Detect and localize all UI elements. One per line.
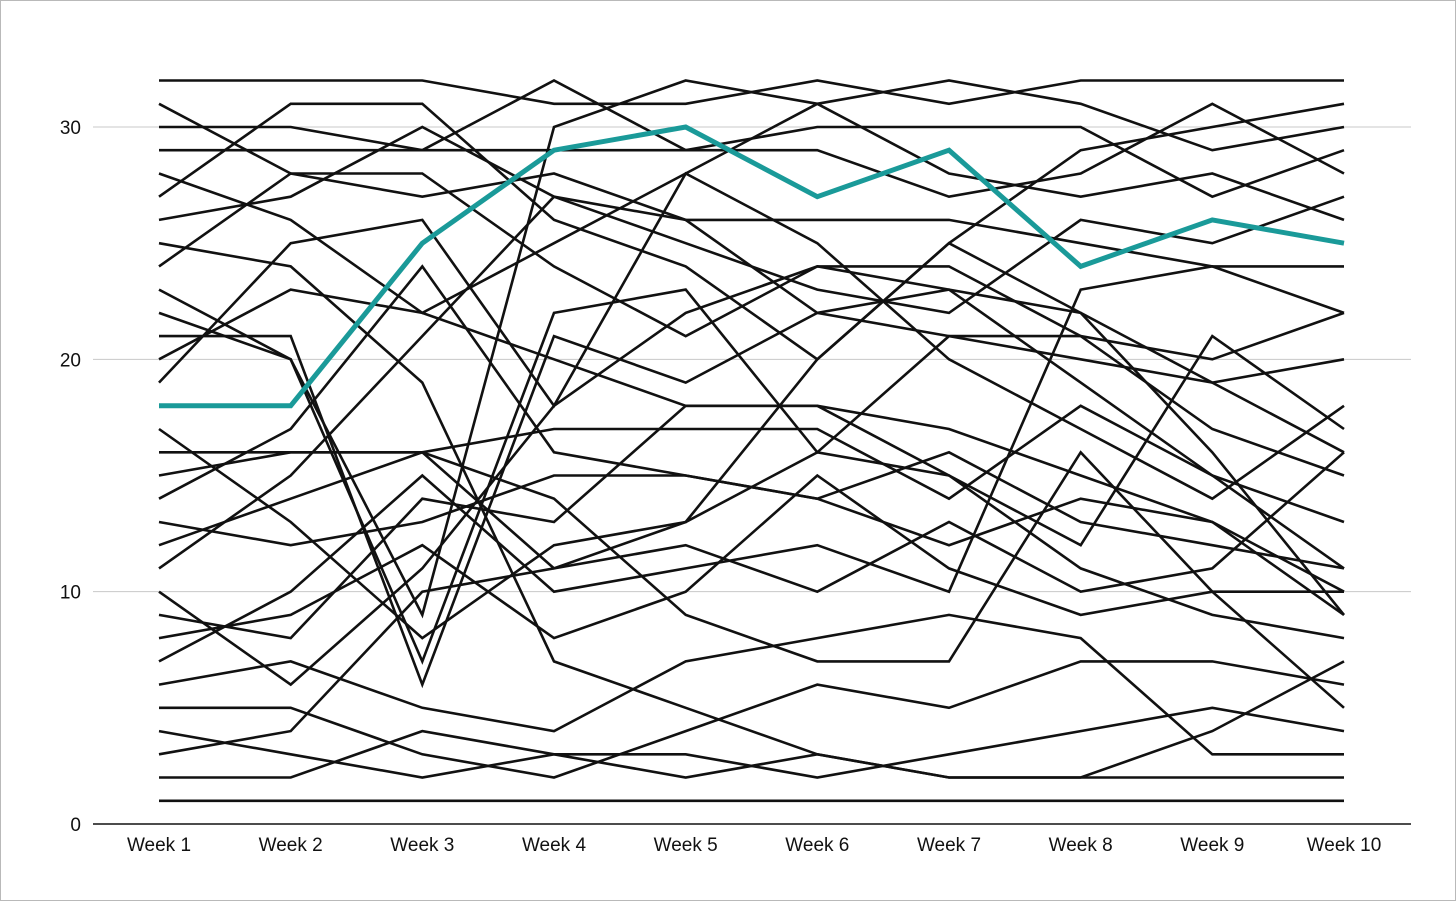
series-line [158, 450, 1345, 756]
x-tick-label: Week 6 [785, 835, 849, 856]
series-line [159, 660, 1345, 779]
series-line [159, 660, 1345, 779]
highlighted-series-line [159, 124, 1345, 409]
series-line [158, 102, 1345, 361]
x-tick-label: Week 9 [1180, 835, 1244, 856]
series-line [158, 102, 1344, 268]
series-line [158, 171, 1345, 501]
series-line [158, 450, 1345, 709]
series-lines [158, 79, 1346, 803]
series-line [158, 241, 1344, 779]
series-line [158, 404, 1345, 640]
x-tick-label: Week 2 [259, 835, 323, 856]
x-tick-label: Week 7 [917, 835, 981, 856]
series-line [158, 79, 1345, 619]
series-line [158, 265, 1345, 687]
x-tick-label: Week 3 [390, 835, 454, 856]
y-tick-label: 20 [60, 350, 81, 371]
x-tick-labels: Week 1 Week 2 Week 3 Week 4 Week 5 Week 6 Week… [127, 835, 1381, 856]
series-line [158, 265, 1345, 663]
gridlines [93, 126, 1411, 593]
series-line [158, 404, 1345, 570]
x-tick-label: Week 1 [127, 835, 191, 856]
y-tick-labels: 0 10 20 30 [60, 118, 81, 836]
x-tick-label: Week 10 [1307, 835, 1382, 856]
x-tick-label: Week 5 [654, 835, 718, 856]
y-tick-label: 30 [60, 118, 81, 139]
series-line [158, 79, 1345, 315]
y-tick-label: 0 [70, 815, 81, 836]
series-line [158, 613, 1344, 756]
x-tick-label: Week 8 [1049, 835, 1113, 856]
series-line [158, 195, 1345, 570]
series-line [158, 473, 1344, 640]
highlight-series [159, 124, 1345, 409]
series-line [159, 288, 1345, 689]
x-tick-label: Week 4 [522, 835, 587, 856]
y-tick-label: 10 [60, 583, 81, 604]
